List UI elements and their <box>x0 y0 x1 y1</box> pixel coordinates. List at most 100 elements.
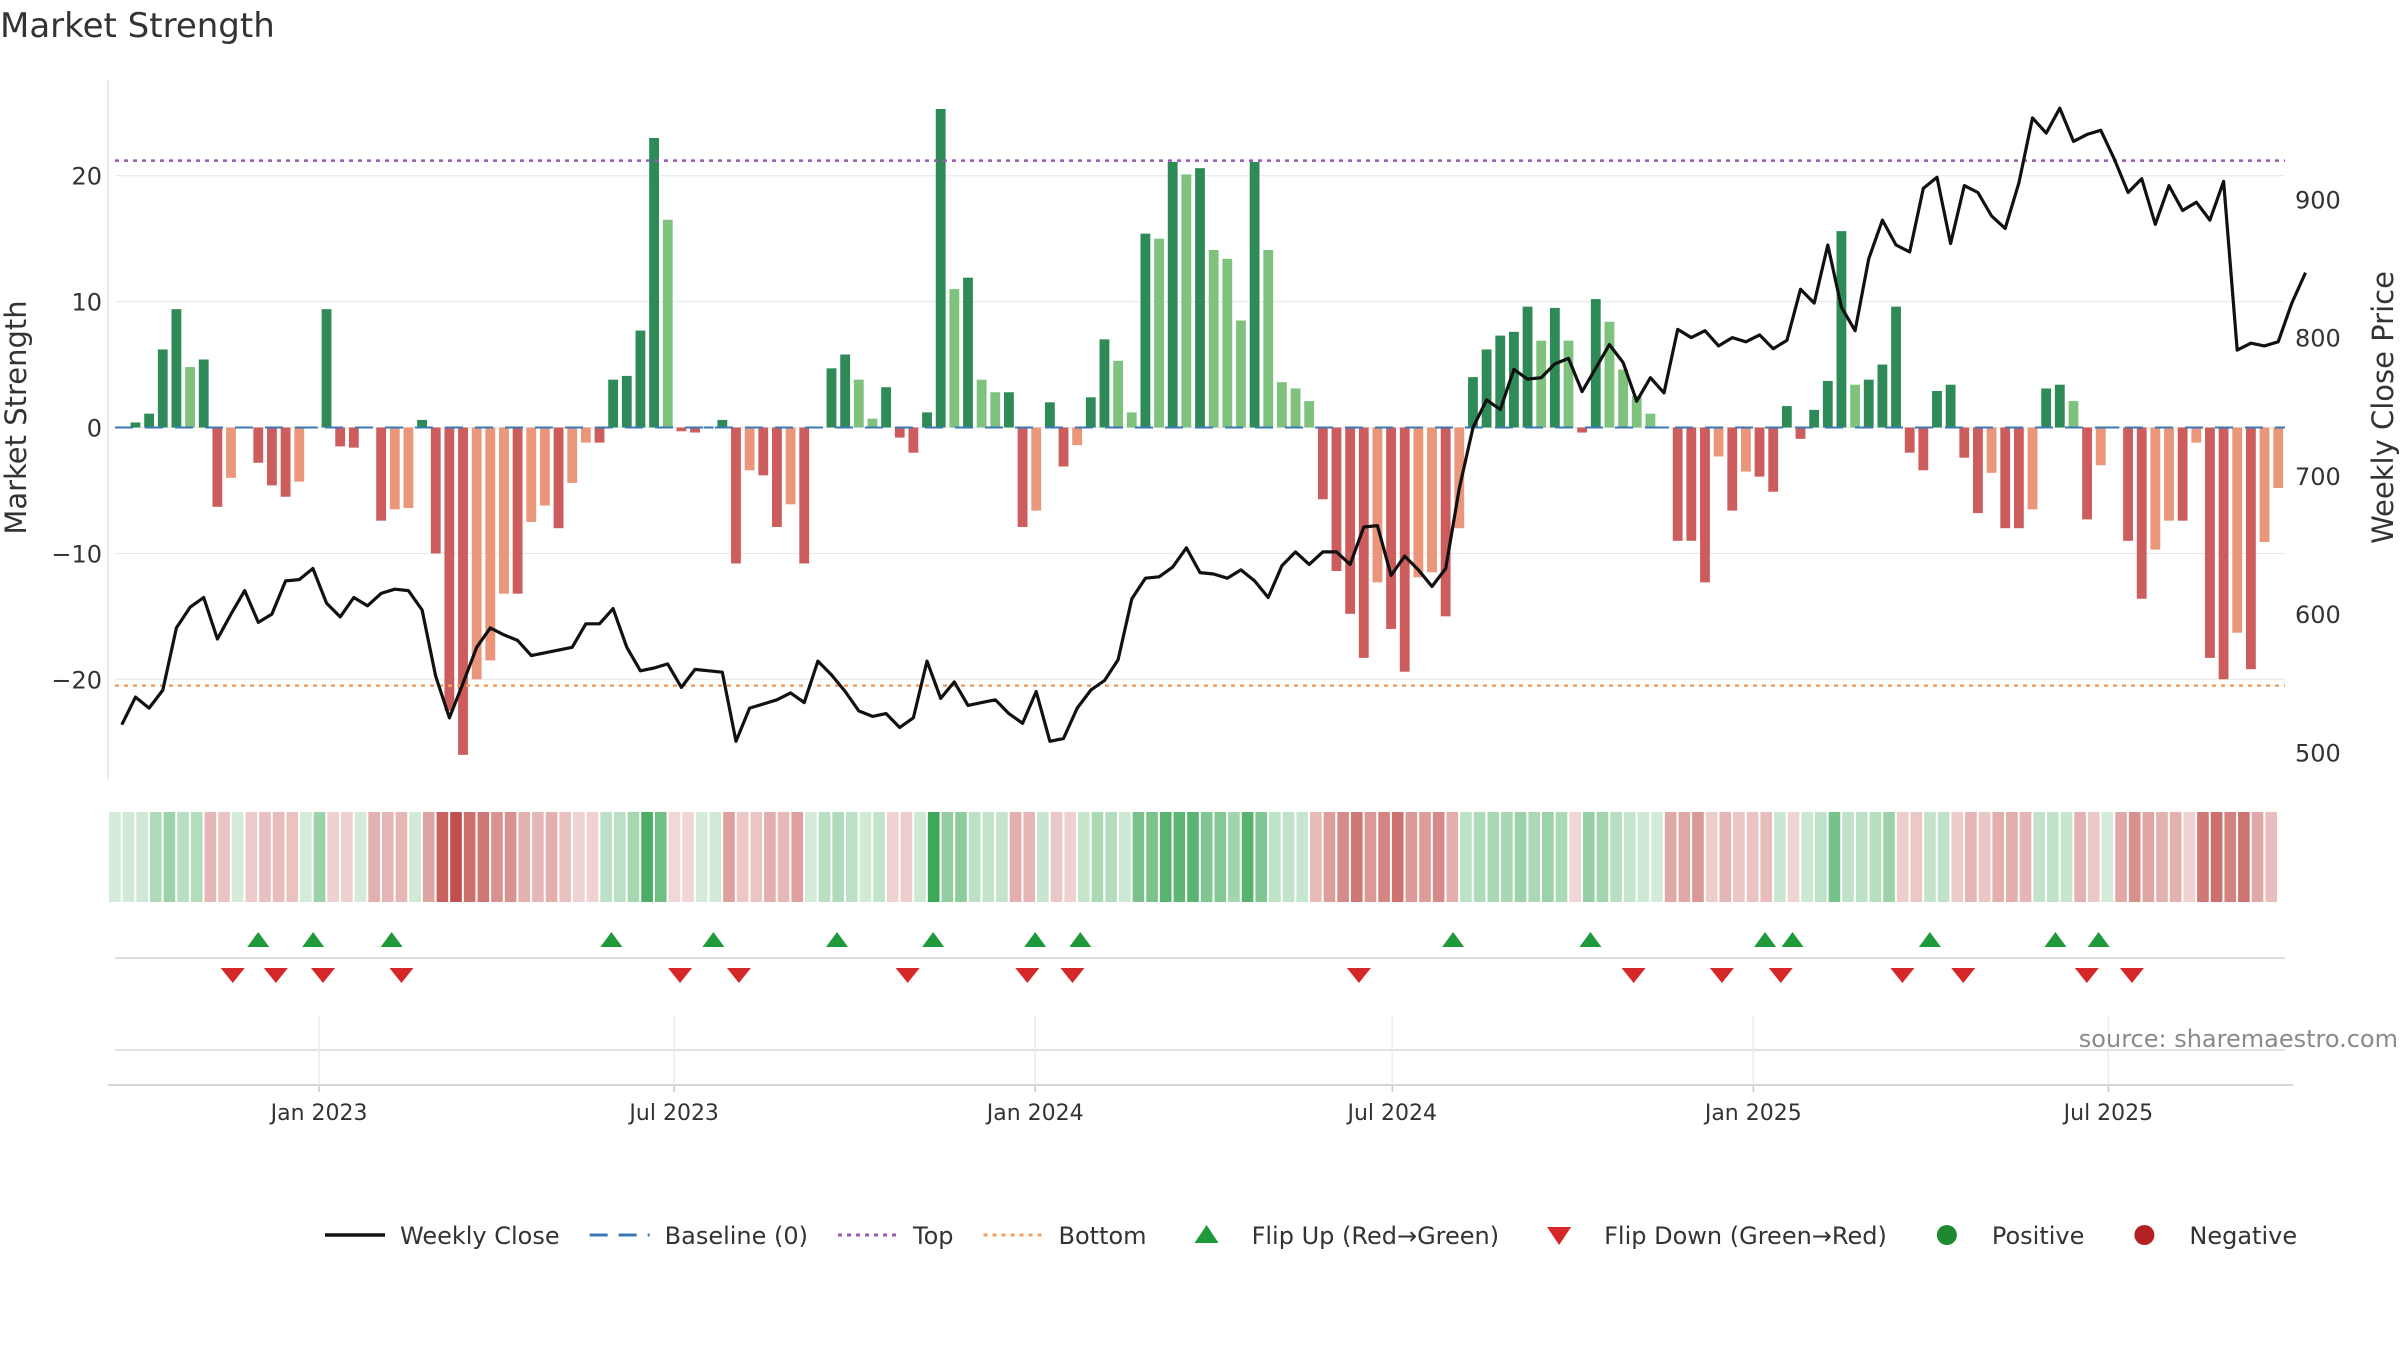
heat-cell <box>1733 812 1745 902</box>
strength-bar <box>1495 335 1506 428</box>
strength-bar <box>1208 249 1219 428</box>
flip-down-marker <box>389 968 414 983</box>
legend-item: Bottom <box>983 1222 1147 1250</box>
heat-cell <box>1801 812 1813 902</box>
strength-bar <box>853 379 864 428</box>
heat-cell <box>272 812 285 902</box>
x-tick-label: Jan 2025 <box>1703 1101 1802 1126</box>
heat-cell <box>2183 812 2196 902</box>
strength-bar <box>485 427 496 661</box>
strength-bar <box>1932 390 1942 428</box>
strength-bar <box>1099 339 1110 428</box>
flip-up-marker <box>2044 932 2067 947</box>
strength-bar <box>1440 427 1451 617</box>
strength-bar <box>1822 380 1833 428</box>
strength-bar <box>1222 258 1233 428</box>
strength-bar <box>1672 427 1683 541</box>
heat-cell <box>491 812 503 902</box>
heat-cell <box>313 812 326 902</box>
strength-bar <box>1140 233 1151 428</box>
heat-cell <box>2265 812 2277 902</box>
heat-cell <box>1473 812 1486 902</box>
legend-item: Baseline (0) <box>589 1222 808 1250</box>
legend-item: Flip Down (Green→Red) <box>1547 1222 1887 1250</box>
strength-bar <box>526 427 537 522</box>
heat-cell <box>1337 812 1349 902</box>
heat-cell <box>1487 812 1500 902</box>
heat-cell <box>1077 812 1090 902</box>
heat-cell <box>177 812 189 902</box>
strength-bar <box>1522 306 1533 428</box>
strength-bar <box>1072 427 1083 446</box>
strength-bar <box>2109 426 2120 429</box>
strength-bar <box>1085 397 1096 428</box>
strength-bar <box>676 427 687 432</box>
y-tick-label: −20 <box>51 666 102 694</box>
heat-cell <box>1432 812 1445 902</box>
heat-cell <box>845 812 858 902</box>
heat-cell <box>1896 812 1909 902</box>
strength-bar <box>744 427 755 471</box>
strength-bar <box>1263 249 1274 428</box>
heat-cell <box>573 812 585 902</box>
strength-bar <box>417 419 427 428</box>
heat-cell <box>1774 812 1786 902</box>
legend-label: Flip Up (Red→Green) <box>1252 1222 1500 1250</box>
strength-bar <box>2177 427 2188 521</box>
heat-cell <box>1173 812 1186 902</box>
heat-cell <box>1228 812 1240 902</box>
x-tick-label: Jul 2025 <box>2062 1101 2154 1126</box>
heat-cell <box>709 812 722 902</box>
legend-label: Flip Down (Green→Red) <box>1604 1222 1887 1250</box>
heat-cell <box>2224 812 2237 902</box>
strength-bar <box>1031 427 1042 511</box>
strength-bar <box>2205 427 2215 658</box>
strength-bar <box>608 379 619 428</box>
strength-bar <box>1618 369 1628 428</box>
heat-cell <box>1446 812 1459 902</box>
heat-cell <box>2006 812 2018 902</box>
heat-cell <box>2019 812 2032 902</box>
strength-bar <box>2191 427 2202 443</box>
heat-cell <box>245 812 258 902</box>
heat-cell <box>450 812 462 902</box>
strength-bar <box>1604 321 1615 428</box>
heat-cell <box>1009 812 1022 902</box>
strength-bar <box>1154 238 1164 428</box>
y-tick-label: −10 <box>51 540 102 568</box>
strength-bar <box>321 309 332 428</box>
heat-cell <box>2238 812 2250 902</box>
strength-bar <box>1986 427 1997 473</box>
strength-bar <box>2123 427 2133 541</box>
heat-cell <box>668 812 681 902</box>
heat-cell <box>354 812 367 902</box>
strength-bar <box>403 427 414 509</box>
strength-bar <box>1386 427 1396 629</box>
heat-cell <box>1091 812 1104 902</box>
flip-down-marker <box>1346 968 1371 983</box>
heat-cell <box>1159 812 1172 902</box>
strength-bar <box>2259 427 2270 543</box>
strength-bar <box>280 427 291 497</box>
flip-up-marker <box>922 932 945 947</box>
heat-cell <box>1037 812 1049 902</box>
strength-bar <box>1549 307 1560 428</box>
x-tick-label: Jul 2024 <box>1346 1101 1438 1126</box>
strength-bar <box>935 108 946 428</box>
strength-bar <box>499 427 509 594</box>
strength-bar <box>1017 427 1028 527</box>
strength-bar <box>949 289 960 428</box>
strength-bar <box>1536 340 1547 428</box>
flip-up-marker <box>600 932 623 947</box>
heat-cell <box>1596 812 1609 902</box>
flip-markers <box>115 932 2285 983</box>
heat-cell <box>327 812 340 902</box>
heat-cell <box>1542 812 1554 902</box>
strength-bar <box>1290 388 1301 428</box>
heat-cell <box>518 812 531 902</box>
heat-cell <box>1187 812 1199 902</box>
strength-bar <box>1645 413 1656 428</box>
heat-cell <box>1828 812 1841 902</box>
heat-cell <box>1814 812 1827 902</box>
strength-bar <box>1754 427 1765 477</box>
